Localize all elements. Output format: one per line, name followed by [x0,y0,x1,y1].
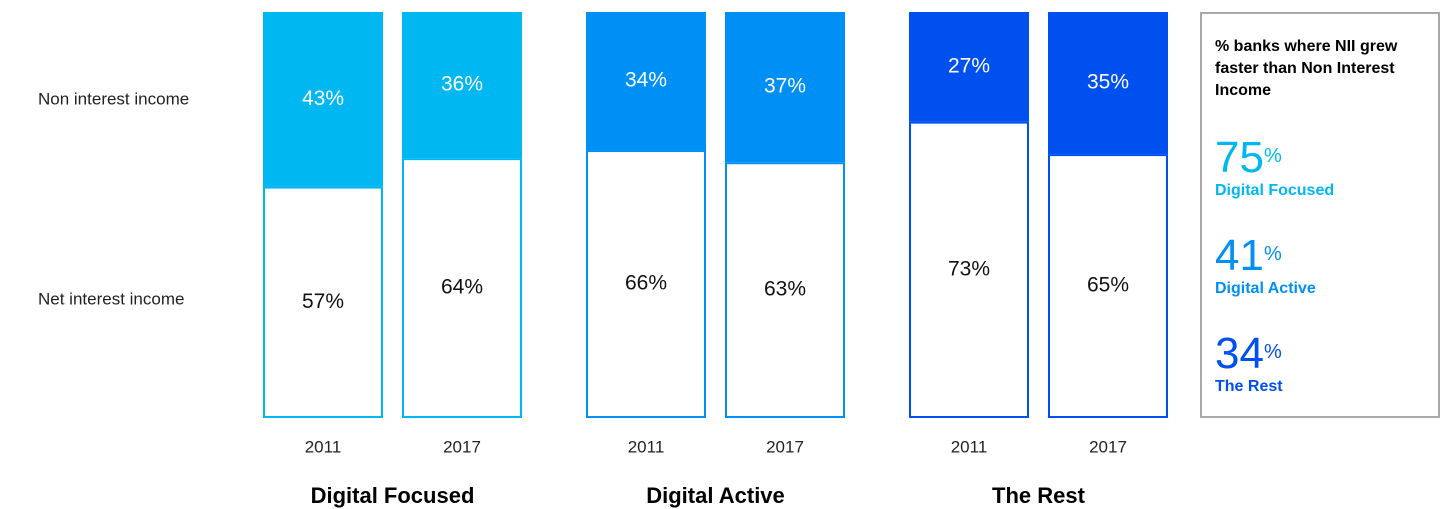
panel-number: 41% [1215,234,1316,278]
panel-label: Digital Active [1215,280,1316,297]
value-label: 37% [764,75,806,98]
bar-segment [1048,154,1168,418]
panel-item: 75% Digital Focused [1215,136,1334,200]
summary-panel: % banks where NII grew faster than Non I… [1200,12,1440,418]
panel-unit: % [1263,243,1282,265]
value-label: 34% [625,69,667,92]
bar-segment [263,12,383,187]
bar-segment [263,186,383,418]
value-label: 43% [302,87,344,110]
x-tick-label: 2011 [951,437,988,456]
x-tick-label: 2011 [628,437,665,456]
x-tick-label: 2017 [1089,437,1127,456]
bar-segment [1048,12,1168,155]
bar-segment [909,121,1029,419]
value-label: 73% [948,257,990,280]
value-label: 57% [302,290,344,313]
legend-label: Non interest income [38,89,189,108]
panel-item: 34% The Rest [1215,332,1283,396]
panel-number: 75% [1215,136,1334,180]
bar-segment [586,12,706,151]
panel-item: 41% Digital Active [1215,234,1316,298]
value-label: 63% [764,278,806,301]
value-label: 35% [1087,71,1129,94]
panel-unit: % [1263,145,1282,167]
group-label: The Rest [992,483,1086,508]
value-label: 65% [1087,274,1129,297]
x-tick-label: 2017 [766,437,804,456]
panel-value: 34 [1215,329,1264,378]
bar-segment [586,150,706,418]
bar-segment [402,158,522,418]
panel-value: 41 [1215,231,1264,280]
x-tick-label: 2017 [443,437,481,456]
value-label: 66% [625,272,667,295]
bar-segment [909,12,1029,122]
panel-unit: % [1263,341,1282,363]
panel-title: % banks where NII grew faster than Non I… [1215,38,1398,99]
panel-label: Digital Focused [1215,182,1335,199]
bar-segment [402,12,522,159]
value-label: 27% [948,54,990,77]
group-label: Digital Active [646,483,785,508]
panel-label: The Rest [1215,378,1283,395]
x-tick-label: 2011 [305,437,342,456]
panel-number: 34% [1215,332,1283,376]
bar-segment [725,12,845,163]
group-label: Digital Focused [311,483,475,508]
legend-label: Net interest income [38,289,184,308]
value-label: 64% [441,276,483,299]
panel-value: 75 [1215,133,1264,182]
chart: Net interest income Non interest income 57… [38,12,1168,508]
bar-segment [725,162,845,418]
value-label: 36% [441,73,483,96]
